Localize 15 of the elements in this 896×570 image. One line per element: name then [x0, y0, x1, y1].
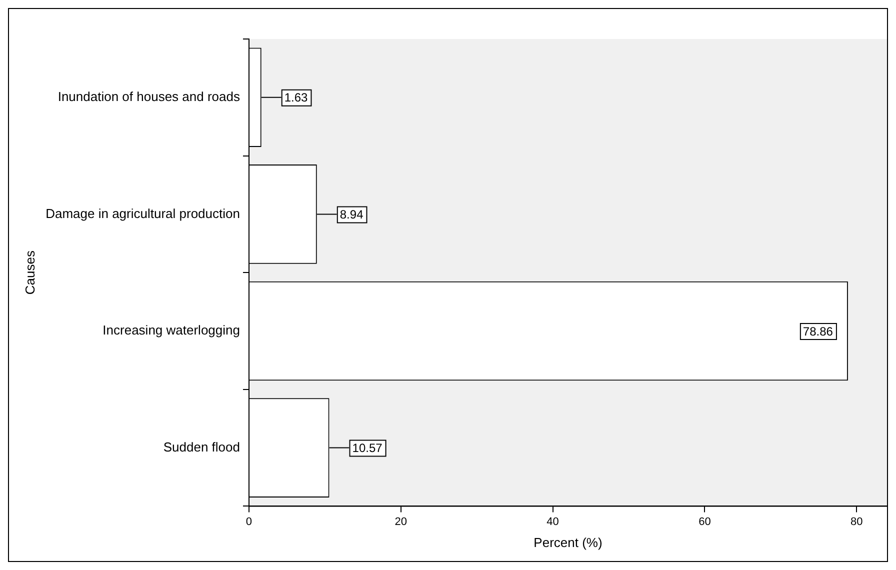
y-tick-label: Increasing waterlogging [102, 322, 240, 338]
data-label: 8.94 [340, 208, 364, 222]
x-tick-label: 80 [850, 516, 863, 528]
x-tick-label: 0 [246, 516, 252, 528]
y-tick-label: Damage in agricultural production [46, 206, 240, 221]
x-tick-label: 60 [698, 516, 711, 528]
data-label: 10.57 [352, 441, 383, 456]
x-axis-title: Percent (%) [534, 534, 602, 550]
data-label: 78.86 [802, 324, 834, 338]
data-label: 1.63 [284, 90, 308, 105]
x-tick-label: 20 [394, 516, 408, 528]
y-tick-label: Inundation of houses and roads [58, 88, 240, 104]
y-tick-label: Sudden flood [163, 439, 240, 454]
x-tick-label: 40 [546, 516, 559, 528]
y-axis-title: Causes [22, 250, 38, 295]
